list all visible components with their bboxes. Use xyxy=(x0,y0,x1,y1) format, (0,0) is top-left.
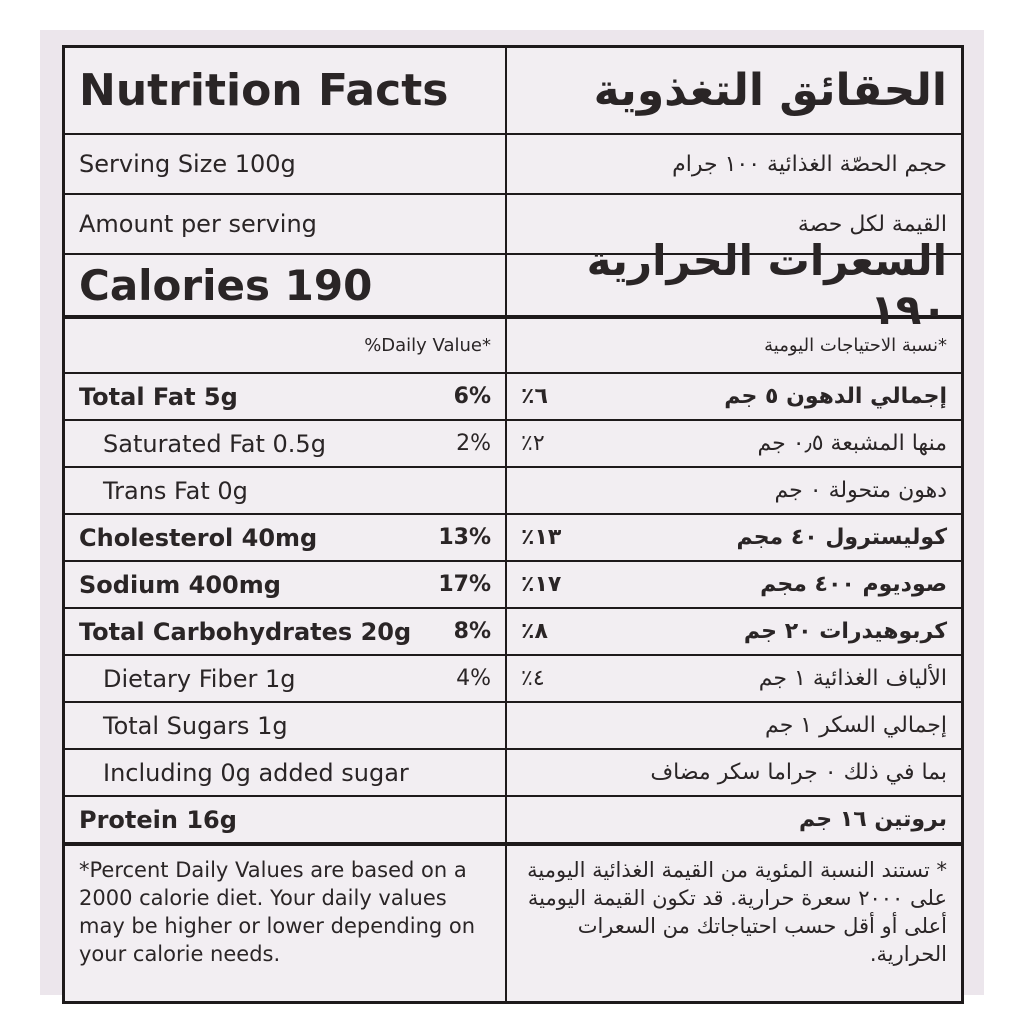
nutrient: Total Fat 5g xyxy=(79,382,238,411)
percent-ar: ٪٦ xyxy=(521,384,548,409)
percent-ar: ٪١٧ xyxy=(521,572,562,597)
nutrient-row: Dietary Fiber 1g 4% الألياف الغذائية ١ جم ٪… xyxy=(65,656,961,703)
nutrient-ar: كربوهيدرات ٢٠ جم xyxy=(743,619,947,644)
percent-ar: ٪٢ xyxy=(521,431,545,456)
nutrient: Protein 16g xyxy=(79,805,237,834)
amount-row: Amount per serving القيمة لكل حصة xyxy=(65,195,961,255)
nutrient-ar: دهون متحولة ٠ جم xyxy=(774,478,947,503)
footnote-ar: * تستند النسبة المئوية من القيمة الغذائي… xyxy=(527,858,947,966)
nutrient-cell: Total Sugars 1g xyxy=(65,703,507,748)
nutrient: Total Sugars 1g xyxy=(103,711,288,740)
percent-ar: ٪١٣ xyxy=(521,525,562,550)
nutrient-cell: Saturated Fat 0.5g 2% xyxy=(65,421,507,466)
serving: Serving Size 100g xyxy=(65,135,507,193)
nutrient: Total Carbohydrates 20g xyxy=(79,617,412,646)
nutrient-cell-ar: إجمالي الدهون ٥ جم ٪٦ xyxy=(507,374,961,419)
serving-row: Serving Size 100g حجم الحصّة الغذائية ١٠… xyxy=(65,135,961,195)
nutrient-ar: إجمالي الدهون ٥ جم xyxy=(724,384,947,409)
footnote: *Percent Daily Values are based on a 200… xyxy=(65,846,507,1001)
nutrient-cell: Including 0g added sugar xyxy=(65,750,507,795)
nutrient-cell-ar: الألياف الغذائية ١ جم ٪٤ xyxy=(507,656,961,701)
serving-ar: حجم الحصّة الغذائية ١٠٠ جرام xyxy=(672,151,947,177)
nutrient-ar: منها المشبعة ٠٫٥ جم xyxy=(757,431,947,456)
calories-row: Calories 190 السعرات الحرارية ١٩٠ xyxy=(65,236,961,334)
nutrient-cell-ar: كوليسترول ٤٠ مجم ٪١٣ xyxy=(507,515,961,560)
daily-value: %Daily Value* xyxy=(65,319,507,372)
amount: Amount per serving xyxy=(65,195,507,253)
amount-ar: القيمة لكل حصة xyxy=(797,211,947,237)
nutrient-ar: صوديوم ٤٠٠ مجم xyxy=(760,572,947,597)
daily-value-ar: *نسبة الاحتياجات اليومية xyxy=(764,335,947,356)
nutrient-ar: بروتين ١٦ جم xyxy=(799,807,947,832)
nutrient-cell: Sodium 400mg 17% xyxy=(65,562,507,607)
nutrient-row: Protein 16g بروتين ١٦ جم xyxy=(65,797,961,846)
nutrient-cell-ar: منها المشبعة ٠٫٥ جم ٪٢ xyxy=(507,421,961,466)
nutrient-cell-ar: بما في ذلك ٠ جراما سكر مضاف xyxy=(507,750,961,795)
nutrient-row: Including 0g added sugar بما في ذلك ٠ جرا… xyxy=(65,750,961,797)
nutrient-cell: Cholesterol 40mg 13% xyxy=(65,515,507,560)
nutrient: Cholesterol 40mg xyxy=(79,523,318,552)
nutrient-cell: Protein 16g xyxy=(65,797,507,842)
nutrient-row: Saturated Fat 0.5g 2% منها المشبعة ٠٫٥ جم ٪… xyxy=(65,421,961,468)
nutrient: Including 0g added sugar xyxy=(103,758,409,787)
percent: 13% xyxy=(438,525,491,550)
nutrient-cell-ar: صوديوم ٤٠٠ مجم ٪١٧ xyxy=(507,562,961,607)
title-row: Nutrition Facts الحقائق التغذوية xyxy=(65,48,961,135)
nutrient: Trans Fat 0g xyxy=(103,476,248,505)
nutrient: Dietary Fiber 1g xyxy=(103,664,296,693)
footnote-row: *Percent Daily Values are based on a 200… xyxy=(65,846,961,1001)
nutrient-cell: Trans Fat 0g xyxy=(65,468,507,513)
nutrient-row: Total Fat 5g 6% إجمالي الدهون ٥ جم ٪٦ xyxy=(65,374,961,421)
percent: 17% xyxy=(438,572,491,597)
percent: 6% xyxy=(453,384,491,409)
percent: 2% xyxy=(456,431,491,456)
nutrient-ar: الألياف الغذائية ١ جم xyxy=(758,666,947,691)
percent-ar: ٪٨ xyxy=(521,619,548,644)
nutrient-cell-ar: دهون متحولة ٠ جم xyxy=(507,468,961,513)
nutrient-ar: بما في ذلك ٠ جراما سكر مضاف xyxy=(650,760,947,785)
nutrient-ar: إجمالي السكر ١ جم xyxy=(765,713,947,738)
nutrient-row: Sodium 400mg 17% صوديوم ٤٠٠ مجم ٪١٧ xyxy=(65,562,961,609)
nutrient: Sodium 400mg xyxy=(79,570,281,599)
nutrient-row: Trans Fat 0g دهون متحولة ٠ جم xyxy=(65,468,961,515)
nutrient-cell-ar: بروتين ١٦ جم xyxy=(507,797,961,842)
nutrient-row: Total Carbohydrates 20g 8% كربوهيدرات ٢٠ ج… xyxy=(65,609,961,656)
nutrient-row: Cholesterol 40mg 13% كوليسترول ٤٠ مجم ٪١٣ xyxy=(65,515,961,562)
nutrient-row: Total Sugars 1g إجمالي السكر ١ جم xyxy=(65,703,961,750)
nutrient: Saturated Fat 0.5g xyxy=(103,429,326,458)
daily-value-row: %Daily Value* *نسبة الاحتياجات اليومية xyxy=(65,319,961,374)
title-ar: الحقائق التغذوية xyxy=(593,65,947,116)
nutrient-cell: Dietary Fiber 1g 4% xyxy=(65,656,507,701)
calories-ar: السعرات الحرارية ١٩٠ xyxy=(586,236,947,334)
calories: Calories 190 xyxy=(65,255,507,315)
percent: 4% xyxy=(456,666,491,691)
nutrient-cell: Total Fat 5g 6% xyxy=(65,374,507,419)
nutrient-ar: كوليسترول ٤٠ مجم xyxy=(736,525,947,550)
title: Nutrition Facts xyxy=(65,48,507,133)
nutrient-cell-ar: كربوهيدرات ٢٠ جم ٪٨ xyxy=(507,609,961,654)
nutrient-cell-ar: إجمالي السكر ١ جم xyxy=(507,703,961,748)
nutrient-cell: Total Carbohydrates 20g 8% xyxy=(65,609,507,654)
percent: 8% xyxy=(453,619,491,644)
nutrition-table: Nutrition Facts الحقائق التغذوية Serving… xyxy=(62,45,964,1004)
percent-ar: ٪٤ xyxy=(521,666,545,691)
